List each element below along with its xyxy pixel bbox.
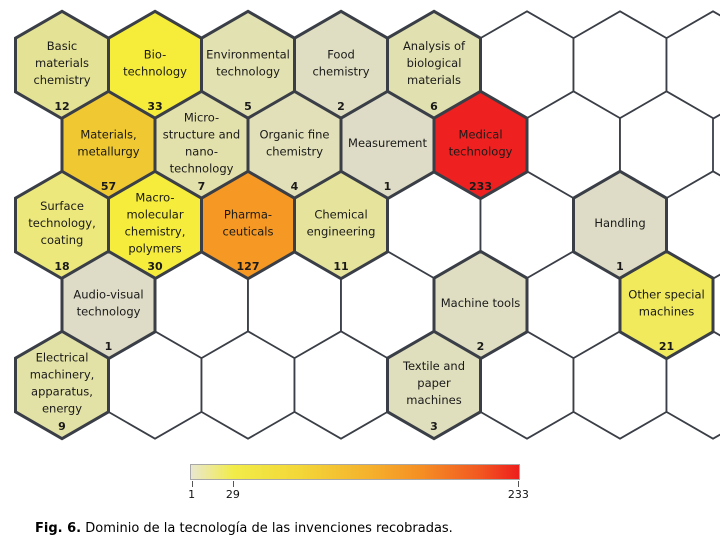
hex-value: 33 [147, 100, 162, 113]
hex-value: 5 [244, 100, 252, 113]
hex-label: Medical technology [449, 128, 513, 159]
hex-label: Food chemistry [312, 48, 369, 79]
hex-value: 127 [237, 260, 260, 273]
hex-value: 9 [58, 420, 66, 433]
colorbar-gradient [190, 464, 520, 480]
hex-value: 4 [291, 180, 299, 193]
hex-value: 18 [54, 260, 69, 273]
hex-value: 6 [430, 100, 438, 113]
hex-label: Other special machines [628, 288, 704, 319]
figure-caption-label: Fig. 6. [35, 521, 82, 536]
hex-label: Pharma-ceuticals [223, 208, 274, 239]
hex-label: Chemical engineering [307, 208, 376, 239]
hex-label: Organic fine chemistry [260, 128, 330, 159]
hex-value: 1 [616, 260, 624, 273]
colorbar-tick [518, 481, 520, 487]
hex-value: 21 [659, 340, 674, 353]
hex-value: 3 [430, 420, 438, 433]
colorbar-tick [191, 481, 193, 487]
hex-label: Bio-technology [123, 48, 187, 79]
hex-label: Surface technology, coating [28, 199, 96, 247]
hex-value: 30 [147, 260, 163, 273]
hex-value: 57 [101, 180, 116, 193]
hex-value: 7 [198, 180, 206, 193]
hex-label: Textile and paper machines [402, 359, 465, 407]
hex-value: 12 [54, 100, 69, 113]
hex-chemical-engineering [293, 169, 389, 281]
colorbar-tick-label: 29 [225, 488, 240, 501]
hex-label: Analysis of biological materials [403, 39, 466, 87]
hex-medical-technology [432, 89, 529, 201]
figure-caption: Fig. 6. Dominio de la tecnología de las … [35, 521, 453, 536]
hex-value: 2 [337, 100, 345, 113]
hex-label: Basic materials chemistry [33, 39, 90, 87]
hex-value: 1 [384, 180, 392, 193]
hex-label: Measurement [348, 136, 427, 150]
hex-electrical-machinery-apparatus-energy [14, 329, 110, 441]
hex-textile-and-paper-machines [386, 329, 482, 441]
hex-label: Macro-molecular chemistry, polymers [125, 191, 186, 256]
figure-caption-text: Dominio de la tecnología de las invencio… [85, 521, 453, 536]
hex-label: Audio-visual technology [73, 288, 143, 319]
hex-other-special-machines [618, 249, 715, 361]
hex-value: 2 [477, 340, 485, 353]
colorbar-tick-label: 1 [188, 488, 196, 501]
hex-label: Materials, metallurgy [77, 128, 139, 159]
hex-value: 233 [469, 180, 492, 193]
hex-value: 11 [333, 260, 348, 273]
hex-label: Electrical machinery, apparatus, energy [30, 351, 95, 416]
hex-label: Handling [594, 216, 645, 230]
hexagon-map: Basic materials chemistry12Bio-technology3… [14, 9, 720, 441]
colorbar-tick-label: 233 [507, 488, 529, 501]
hex-label: Environmental technology [206, 48, 290, 79]
hex-value: 1 [105, 340, 113, 353]
colorbar: 1 29 233 [188, 464, 529, 504]
hex-label: Machine tools [441, 296, 521, 310]
colorbar-tick [232, 481, 234, 487]
hex-label: Micro-structure and nano-technology [163, 111, 240, 176]
